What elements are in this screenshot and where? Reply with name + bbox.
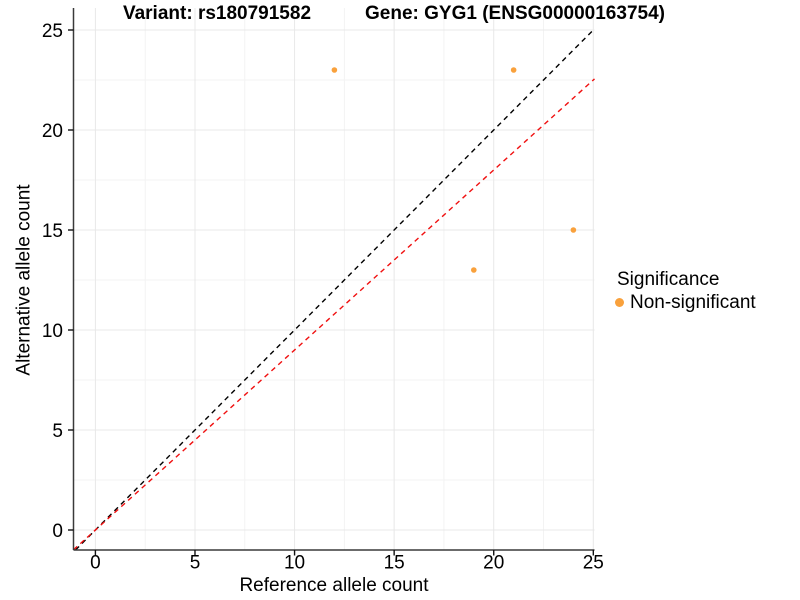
- x-axis-title: Reference allele count: [239, 575, 429, 596]
- plot-title-gene: Gene: GYG1 (ENSG00000163754): [365, 3, 665, 24]
- x-tick-label: 5: [190, 553, 201, 574]
- legend-item-label: Non-significant: [630, 292, 756, 313]
- expected-ratio-line: [73, 78, 595, 551]
- data-point: [510, 67, 517, 73]
- y-tick-label: 0: [52, 521, 63, 542]
- y-tick-label: 15: [42, 221, 63, 242]
- y-tick-label: 25: [42, 21, 63, 42]
- plot-title-variant: Variant: rs180791582: [122, 3, 312, 24]
- y-tick-label: 5: [52, 421, 63, 442]
- x-tick-label: 10: [284, 553, 305, 574]
- legend: Significance Non-significant: [615, 269, 756, 313]
- x-tick-label: 15: [384, 553, 405, 574]
- legend-title: Significance: [617, 269, 720, 290]
- x-tick-label: 25: [583, 553, 604, 574]
- identity-line: [74, 28, 595, 551]
- data-point: [570, 227, 577, 233]
- data-point: [331, 67, 338, 73]
- y-tick-label: 10: [42, 321, 63, 342]
- legend-item-non-significant: Non-significant: [615, 292, 756, 313]
- x-tick-label: 0: [90, 553, 101, 574]
- x-tick-label: 20: [483, 553, 504, 574]
- point-swatch-icon: [615, 298, 624, 307]
- y-axis-title: Alternative allele count: [13, 184, 35, 376]
- data-point: [471, 267, 477, 273]
- y-tick-label: 20: [42, 121, 63, 142]
